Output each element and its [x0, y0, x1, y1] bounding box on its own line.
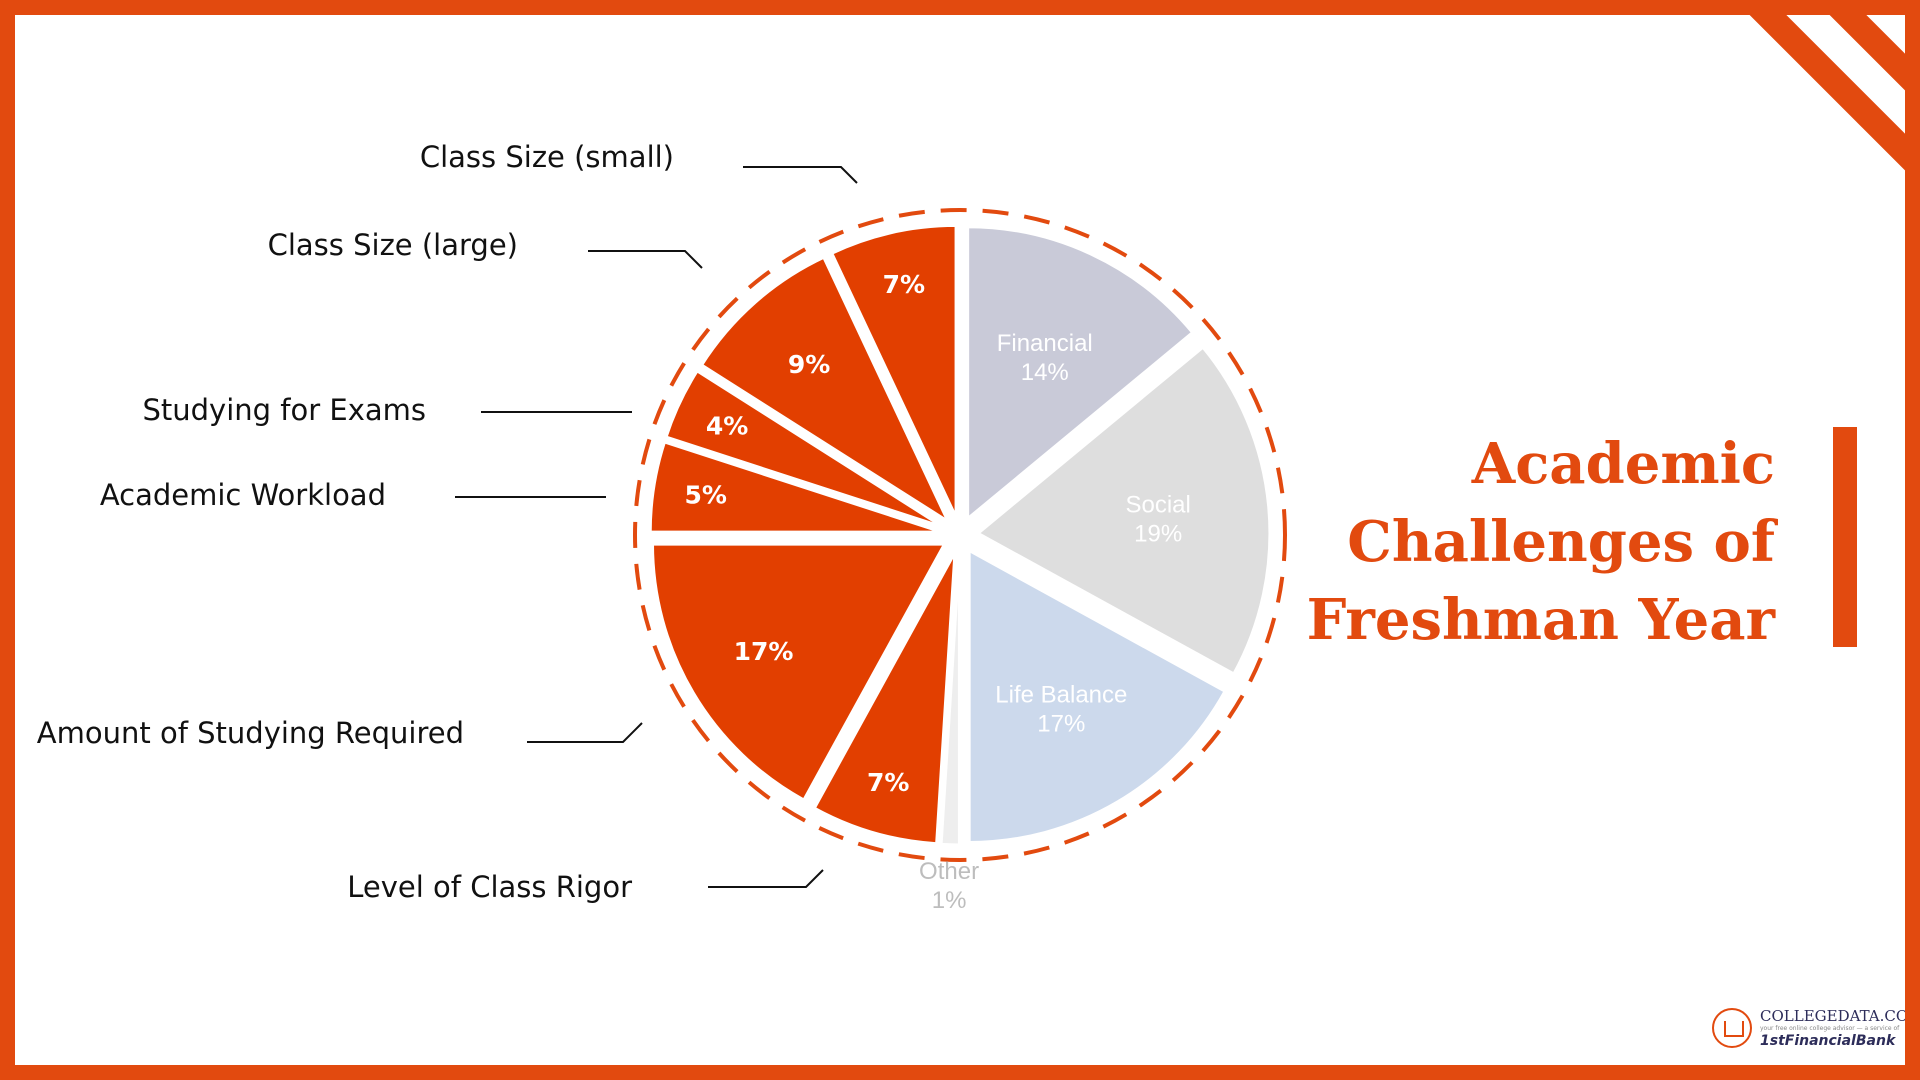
slice-name-other: Other: [919, 858, 979, 885]
logo-line-2: your free online college advisor — a ser…: [1760, 1025, 1900, 1032]
slice-value-life-balance: 17%: [1037, 710, 1085, 737]
page-title: Academic Challenges of Freshman Year: [1255, 425, 1775, 659]
slice-value-class-size-large: 9%: [788, 350, 830, 379]
title-line-3: Freshman Year: [1306, 587, 1775, 653]
logo-line-3: 1stFinancialBank: [1760, 1033, 1896, 1049]
callout-label-studying-for-exams: Studying for Exams: [142, 393, 426, 427]
callout-label-class-size-small: Class Size (small): [419, 140, 674, 174]
slice-value-academic-workload: 5%: [685, 481, 727, 510]
slice-name-financial: Financial: [997, 330, 1093, 357]
slice-social: [975, 345, 1272, 677]
callout-label-amount-of-studying: Amount of Studying Required: [36, 716, 464, 750]
slice-class-size-large: [699, 255, 952, 526]
slice-name-life-balance: Life Balance: [995, 681, 1127, 708]
leader-level-of-class-rigor: [708, 869, 824, 888]
slice-value-amount-of-studying-required: 17%: [734, 637, 794, 666]
slice-financial: [966, 225, 1195, 522]
slice-amount-of-studying-required: [651, 542, 948, 803]
dashed-ring: [633, 208, 1287, 862]
callout-label-academic-workload: Academic Workload: [99, 478, 386, 512]
slice-studying-for-exams: [664, 368, 945, 529]
slice-value-class-size-small: 7%: [883, 270, 925, 299]
title-line-1: Academic: [1471, 431, 1775, 497]
slice-class-size-small: [829, 223, 958, 519]
logo-line-1: COLLEGEDATA.COM: [1760, 1007, 1920, 1025]
slice-value-level-of-class-rigor: 7%: [867, 768, 909, 797]
slice-level-of-class-rigor: [812, 551, 957, 846]
slice-other: [939, 552, 961, 847]
slice-value-social: 19%: [1134, 520, 1182, 547]
title-accent-bar: [1833, 427, 1857, 647]
callout-label-level-of-class-rigor: Level of Class Rigor: [347, 870, 632, 904]
slice-life-balance: [967, 547, 1228, 844]
leader-amount-of-studying: [527, 722, 643, 743]
seal-icon: [1712, 1008, 1752, 1048]
collegedata-logo: COLLEGEDATA.COM your free online college…: [1712, 1005, 1905, 1055]
slice-academic-workload: [648, 440, 943, 534]
slice-value-studying-for-exams: 4%: [706, 411, 748, 440]
leader-class-size-small: [743, 166, 858, 184]
leader-class-size-large: [588, 250, 703, 269]
slice-value-other: 1%: [932, 887, 967, 914]
slice-name-social: Social: [1125, 491, 1190, 518]
slice-value-financial: 14%: [1021, 359, 1069, 386]
title-line-2: Challenges of: [1347, 509, 1775, 575]
callout-label-class-size-large: Class Size (large): [267, 228, 518, 262]
